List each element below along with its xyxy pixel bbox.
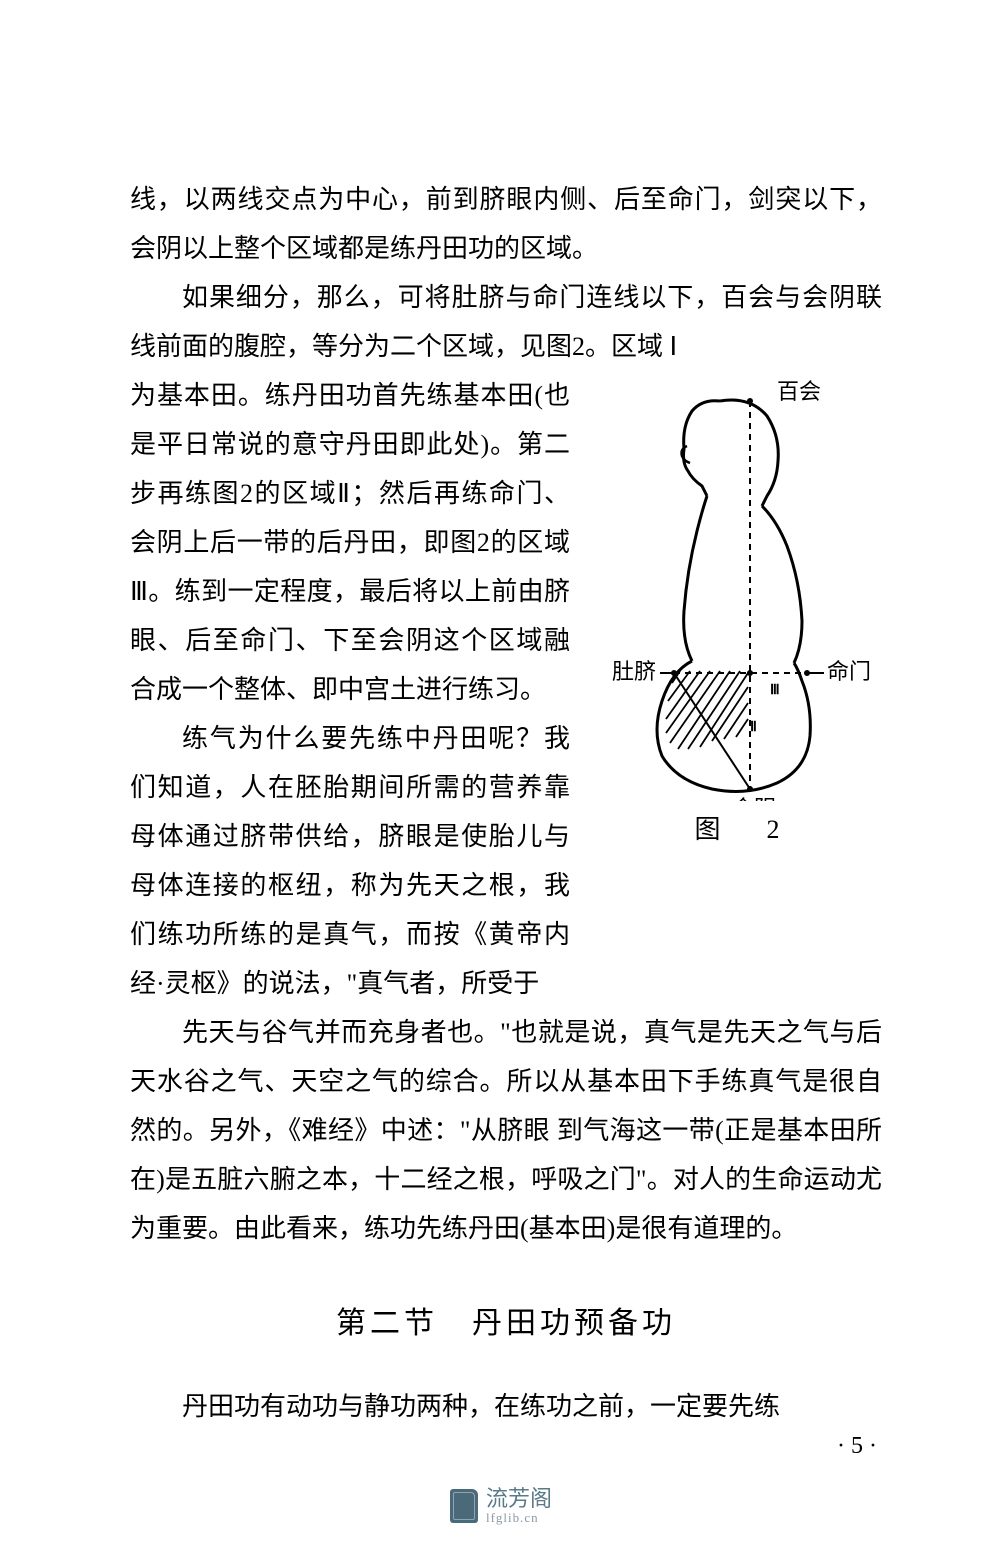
book-icon <box>450 1489 478 1523</box>
body-diagram-svg: Ⅲ Ⅱ 百会 肚脐 命门 会阴 <box>602 371 882 801</box>
svg-text:Ⅱ: Ⅱ <box>750 720 757 735</box>
paragraph-1: 线，以两线交点为中心，前到脐眼内侧、后至命门，剑突以下，会阴以上整个区域都是练丹… <box>130 175 882 273</box>
paragraph-3: 先天与谷气并而充身者也。"也就是说，真气是先天之气与后天水谷之气、天空之气的综合… <box>130 1008 882 1253</box>
svg-text:Ⅲ: Ⅲ <box>770 683 780 698</box>
page-number: · 5 · <box>837 1433 877 1460</box>
label-baihui: 百会 <box>777 379 821 404</box>
label-duqi: 肚脐 <box>612 659 656 684</box>
label-huiyin: 会阴 <box>732 796 776 801</box>
section-title: 第二节 丹田功预备功 <box>130 1298 882 1342</box>
watermark: 流芳阁 lfglib.cn <box>450 1487 552 1525</box>
text-figure-wrap: 为基本田。练丹田功首先练基本田(也是平日常说的意守丹田即此处)。第二步再练图2的… <box>130 371 882 1008</box>
figure-2: Ⅲ Ⅱ 百会 肚脐 命门 会阴 图 2 <box>602 371 882 846</box>
document-page: 线，以两线交点为中心，前到脐眼内侧、后至命门，剑突以下，会阴以上整个区域都是练丹… <box>0 0 1002 1491</box>
label-mingmen: 命门 <box>827 659 871 684</box>
watermark-cn: 流芳阁 <box>486 1487 552 1511</box>
paragraph-2-start: 如果细分，那么，可将肚脐与命门连线以下，百会与会阴联线前面的腹腔，等分为二个区域… <box>130 273 882 371</box>
paragraph-4: 丹田功有动功与静功两种，在练功之前，一定要先练 <box>130 1382 882 1431</box>
wrap-text-1: 为基本田。练丹田功首先练基本田(也是平日常说的意守丹田即此处)。第二步再练图2的… <box>130 371 570 714</box>
watermark-en: lfglib.cn <box>486 1511 552 1525</box>
figure-caption: 图 2 <box>602 809 882 846</box>
wrap-text-2: 练气为什么要先练中丹田呢？我们知道，人在胚胎期间所需的营养靠母体通过脐带供给，脐… <box>130 714 570 1008</box>
watermark-text: 流芳阁 lfglib.cn <box>486 1487 552 1525</box>
